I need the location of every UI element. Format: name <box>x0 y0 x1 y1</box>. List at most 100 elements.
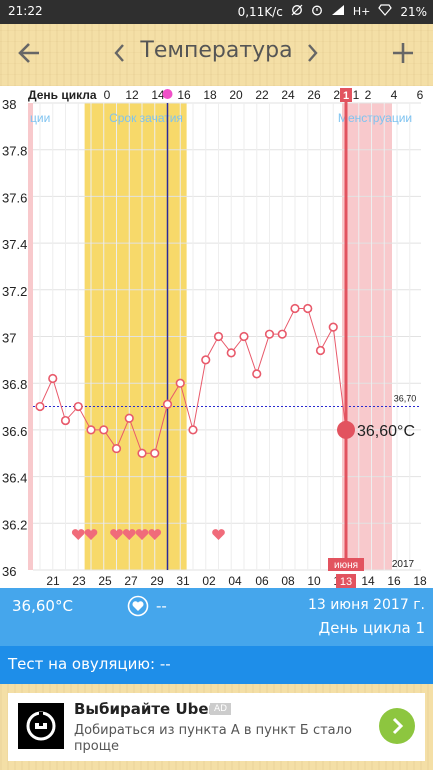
temperature-point[interactable] <box>99 425 109 435</box>
chevron-left-icon <box>114 44 124 62</box>
chevron-right-icon <box>392 717 404 735</box>
heart-marker-icon <box>122 529 136 540</box>
arrow-left-icon <box>18 43 39 63</box>
temperature-point[interactable] <box>73 401 83 412</box>
y-axis: 38 37.8 37.6 37.4 37.2 37 36.8 36.6 36.4 36.2 36 <box>2 97 27 579</box>
temperature-point[interactable] <box>303 303 313 314</box>
temperature-point[interactable] <box>290 303 300 314</box>
battery-level: 21% <box>400 4 427 19</box>
ad-text: Добираться из пункта А в пункт Б стало п… <box>74 723 352 754</box>
temperature-point[interactable] <box>201 355 211 365</box>
date-axis: 212325272931020406081012141618 <box>46 574 427 588</box>
month-label-background <box>328 558 364 571</box>
signal-icon <box>331 4 345 19</box>
ad-badge: AD <box>210 703 232 715</box>
status-time: 21:22 <box>8 4 43 18</box>
year-label: 2017 <box>392 559 415 570</box>
ad-open-button[interactable] <box>379 708 415 744</box>
temperature-point[interactable] <box>328 322 338 332</box>
temperature-point[interactable] <box>226 348 236 358</box>
temperature-point[interactable] <box>150 448 160 458</box>
cycle-day-tick: 14 <box>151 88 165 102</box>
add-button[interactable] <box>390 40 416 70</box>
info-temperature: 36,60°C <box>12 597 73 615</box>
temperature-point[interactable] <box>213 331 224 342</box>
temperature-point[interactable] <box>86 425 96 435</box>
cycle-day-tick: 16 <box>177 88 191 102</box>
left-menstruation-strip <box>28 103 33 570</box>
temperature-point[interactable] <box>315 345 326 356</box>
cycle-day-axis: 01214161820222426281246 <box>104 88 424 102</box>
date-tick: 04 <box>228 574 242 588</box>
app-bar: Температура <box>0 24 433 86</box>
temperature-point[interactable] <box>137 448 147 458</box>
temperature-point[interactable] <box>124 413 134 423</box>
chart-grid <box>33 102 421 571</box>
info-cycle-day: День цикла 1 <box>318 619 425 637</box>
cycle-day-label: День цикла <box>28 88 97 102</box>
temperature-point[interactable] <box>111 443 122 454</box>
ad-title: Выбирайте Uber <box>74 700 216 718</box>
y-tick-label: 36.2 <box>2 517 27 532</box>
date-tick: 06 <box>255 574 269 588</box>
cycle-day-tick: 6 <box>417 88 424 102</box>
y-tick-label: 37.2 <box>2 284 27 299</box>
temperature-point[interactable] <box>264 329 275 339</box>
date-tick: 16 <box>387 574 401 588</box>
y-tick-label: 36.4 <box>2 471 27 486</box>
info-heart-value: -- <box>156 597 167 615</box>
temperature-point[interactable] <box>277 329 287 339</box>
previous-period-button[interactable] <box>112 42 126 68</box>
uber-logo-icon <box>26 711 56 741</box>
temperature-point[interactable] <box>239 331 249 342</box>
temperature-point[interactable] <box>48 373 58 384</box>
temperature-point[interactable] <box>35 401 45 412</box>
temperature-point[interactable] <box>60 415 71 426</box>
next-period-button[interactable] <box>306 42 320 68</box>
y-tick-label: 37.4 <box>2 237 27 252</box>
ad-container: Выбирайте Uber AD Добираться из пункта А… <box>0 684 433 770</box>
info-date: 13 июня 2017 г. <box>307 597 425 613</box>
y-tick-label: 37.8 <box>2 144 27 159</box>
temperature-point[interactable] <box>175 378 185 388</box>
selected-day-info[interactable]: 36,60°C -- 13 июня 2017 г. День цикла 1 <box>0 588 433 646</box>
left-partial-label: ции <box>30 111 50 125</box>
temperature-point[interactable] <box>252 369 262 379</box>
heart-marker-icon <box>110 529 123 540</box>
date-tick: 14 <box>361 574 375 588</box>
ad-banner[interactable]: Выбирайте Uber AD Добираться из пункта А… <box>8 693 425 761</box>
cycle-day-tick: 1 <box>353 88 360 102</box>
back-button[interactable] <box>16 40 42 70</box>
month-label: июня <box>334 560 358 571</box>
heart-marker-icon <box>212 529 225 540</box>
temperature-point[interactable] <box>162 399 173 409</box>
selected-point[interactable] <box>337 420 355 439</box>
date-tick: 10 <box>307 574 321 588</box>
date-tick: 08 <box>281 574 295 588</box>
ovulation-test-row[interactable]: Тест на овуляцию: -- <box>0 646 433 684</box>
cycle-day-tick: 2 <box>365 88 372 102</box>
temperature-chart[interactable]: День цикла 01214161820222426281246 Срок … <box>0 86 433 588</box>
date-tick: 25 <box>98 574 112 588</box>
y-tick-label: 38 <box>2 97 16 112</box>
cycle-day-tick: 0 <box>104 88 111 102</box>
selected-cycle-day-marker <box>340 88 352 102</box>
date-tick: 18 <box>413 574 427 588</box>
ovulation-test-label: Тест на овуляцию: -- <box>8 655 171 673</box>
ovulation-marker <box>162 89 173 99</box>
selected-cycle-day: 1 <box>343 90 349 102</box>
date-tick: 31 <box>176 574 190 588</box>
cycle-day-tick: 24 <box>281 88 295 102</box>
heart-icon[interactable] <box>127 595 149 621</box>
y-tick-label: 36 <box>2 564 16 579</box>
selected-date-day: 13 <box>340 576 352 588</box>
chevron-right-icon <box>308 44 318 62</box>
selected-date-marker <box>336 574 356 588</box>
alarm-clock-icon <box>311 4 323 19</box>
y-tick-label: 37 <box>2 331 16 346</box>
temperature-point[interactable] <box>188 425 198 435</box>
y-tick-label: 36.6 <box>2 424 27 439</box>
plus-icon <box>393 43 413 63</box>
heart-marker-icon <box>84 529 98 540</box>
menstruation-label: Менструации <box>338 111 412 125</box>
